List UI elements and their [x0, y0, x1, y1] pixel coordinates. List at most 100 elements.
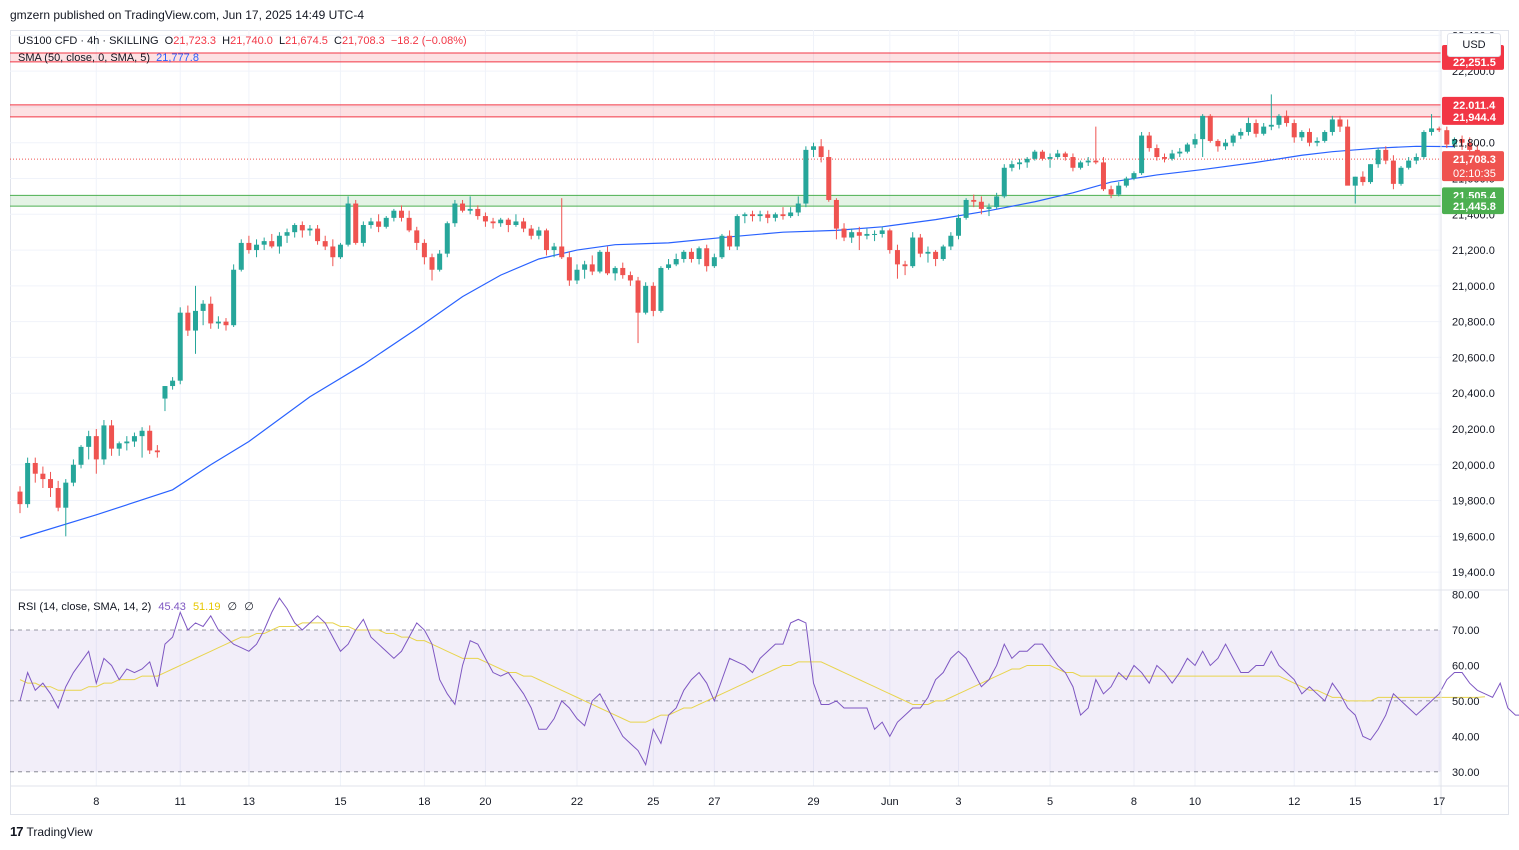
candle-body — [574, 269, 580, 281]
time-tick-label: Jun — [881, 796, 899, 808]
candle-body — [1451, 139, 1457, 145]
candle-body — [696, 248, 702, 260]
candle-body — [1116, 185, 1122, 195]
candle-body — [490, 221, 496, 224]
candle-body — [383, 217, 389, 227]
time-tick-label: 15 — [334, 796, 346, 808]
rsi-tick-label: 80.00 — [1452, 590, 1480, 602]
rsi-legend: RSI (14, close, SMA, 14, 2) 45.43 51.19 … — [18, 600, 254, 613]
candle-body — [406, 217, 412, 231]
candle-body — [1291, 123, 1297, 138]
candle-body — [498, 219, 504, 224]
rsi-line — [19, 597, 1519, 767]
candle-body — [1001, 167, 1007, 197]
candle-body — [131, 436, 137, 442]
candle-body — [780, 214, 786, 217]
time-tick-label: 3 — [955, 796, 961, 808]
time-tick-label: 8 — [93, 796, 99, 808]
price-tick-label: 19,800.0 — [1452, 496, 1495, 508]
candle-body — [963, 199, 969, 218]
candle-body — [70, 464, 76, 483]
candle-body — [635, 280, 641, 313]
candle-body — [460, 203, 466, 211]
candle-body — [1238, 131, 1244, 136]
candle-body — [1352, 176, 1358, 186]
candle-body — [1398, 167, 1404, 184]
low-label: L — [278, 35, 286, 47]
low-value: 21,674.5 — [285, 35, 328, 47]
rsi-extra-2: ∅ — [244, 601, 254, 613]
candle-body — [505, 219, 511, 226]
level-zones — [10, 52, 1441, 207]
candle-body — [910, 237, 916, 267]
candle-body — [879, 230, 885, 234]
candle-body — [116, 443, 122, 449]
candle-body — [971, 199, 977, 202]
rsi-band — [10, 629, 1441, 773]
candle-body — [1108, 189, 1114, 195]
rsi-label: RSI (14, close, SMA, 14, 2) — [18, 601, 152, 613]
candle-body — [337, 244, 343, 258]
candle-body — [666, 264, 672, 268]
candle-body — [887, 230, 893, 251]
rsi-value: 45.43 — [158, 601, 186, 613]
candle-body — [284, 232, 290, 236]
footer-brand[interactable]: 17 TradingView — [10, 824, 93, 839]
time-tick-label: 5 — [1047, 796, 1053, 808]
candle-body — [1375, 149, 1381, 165]
candle-body — [1085, 160, 1091, 163]
candle-body — [612, 267, 618, 274]
candle-body — [86, 436, 92, 447]
candle-body — [452, 203, 458, 224]
candle-body — [978, 201, 984, 209]
candle-body — [147, 430, 153, 451]
candle-body — [307, 228, 313, 231]
level-price-label: 21,445.8 — [1453, 201, 1496, 213]
candle-body — [192, 310, 198, 331]
brand-name: TradingView — [26, 824, 93, 839]
candle-body — [444, 223, 450, 254]
candle-body — [376, 221, 382, 227]
candle-body — [1345, 126, 1351, 186]
candle-body — [765, 214, 771, 218]
time-tick-label: 15 — [1349, 796, 1361, 808]
candle-body — [330, 246, 336, 258]
candle-body — [177, 312, 183, 381]
candle-body — [566, 257, 572, 281]
candle-body — [1139, 135, 1145, 174]
last-price-label: 21,708.3 — [1453, 154, 1496, 166]
sma-line-layer — [19, 145, 1455, 539]
candle-body — [276, 235, 282, 247]
candle-body — [1169, 153, 1175, 159]
candle-body — [231, 269, 237, 326]
candle-body — [841, 228, 847, 238]
candle-body — [208, 303, 214, 324]
candle-body — [513, 221, 519, 226]
candle-body — [399, 210, 404, 218]
rsi-tick-label: 70.00 — [1452, 625, 1480, 637]
sma-legend: SMA (50, close, 0, SMA, 5) 21,777.8 — [18, 52, 199, 64]
candle-body — [360, 225, 366, 243]
candle-body — [742, 214, 748, 217]
candle-body — [109, 425, 115, 449]
candle-body — [1162, 157, 1167, 159]
price-tick-label: 20,600.0 — [1452, 352, 1495, 364]
time-tick-label: 27 — [708, 796, 720, 808]
candle-body — [673, 259, 679, 265]
candle-body — [467, 208, 473, 211]
rsi-extra-1: ∅ — [227, 601, 238, 613]
candle-body — [734, 216, 740, 247]
rsi-tick-label: 50.00 — [1452, 696, 1480, 708]
currency-button[interactable]: USD — [1447, 33, 1501, 57]
time-tick-label: 12 — [1288, 796, 1300, 808]
candle-body — [139, 430, 145, 437]
candle-body — [1314, 140, 1320, 143]
candle-body — [643, 285, 649, 313]
candle-body — [948, 235, 954, 247]
price-tick-label: 19,400.0 — [1452, 567, 1495, 579]
candle-body — [391, 210, 397, 218]
high-label: H — [222, 35, 231, 47]
candle-body — [917, 237, 923, 254]
candle-body — [429, 257, 435, 270]
